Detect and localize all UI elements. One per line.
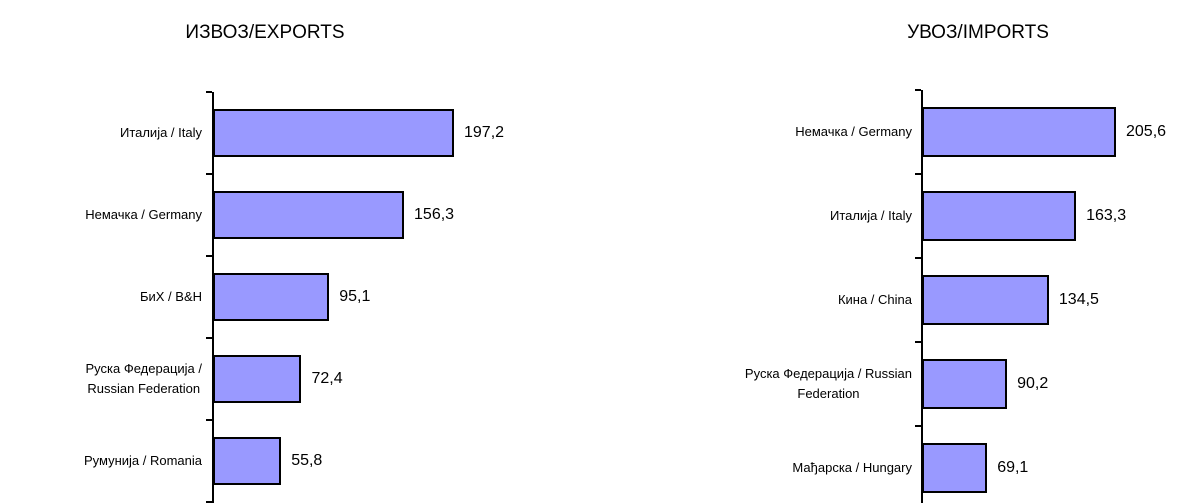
tick-mark bbox=[206, 255, 212, 257]
value-label: 69,1 bbox=[997, 459, 1029, 476]
bar bbox=[922, 107, 1116, 157]
category-label: Немачка / Germany bbox=[795, 124, 912, 139]
category-label: Руска Федерација / Russian Federation bbox=[744, 366, 912, 401]
tick-mark bbox=[915, 341, 921, 343]
bar bbox=[213, 191, 405, 239]
tick-mark bbox=[206, 173, 212, 175]
tick-mark bbox=[915, 257, 921, 259]
category-label: БиХ / B&H bbox=[139, 289, 202, 304]
tick-mark bbox=[206, 501, 212, 503]
bar bbox=[213, 355, 302, 403]
tick-mark bbox=[915, 425, 921, 427]
category-label: Италија / Italy bbox=[829, 208, 912, 223]
tick-mark bbox=[206, 91, 212, 93]
chart-title: ИЗВОЗ/EXPORTS bbox=[185, 22, 345, 43]
value-label: 197,2 bbox=[464, 124, 505, 141]
value-label: 156,3 bbox=[414, 206, 455, 223]
bar bbox=[922, 443, 988, 493]
bar bbox=[213, 273, 330, 321]
value-label: 90,2 bbox=[1017, 375, 1049, 392]
bar bbox=[922, 191, 1077, 241]
bar bbox=[922, 359, 1008, 409]
bar bbox=[213, 437, 282, 485]
tick-mark bbox=[206, 337, 212, 339]
category-label: Мађарска / Hungary bbox=[792, 460, 912, 475]
category-label: Румунија / Romania bbox=[83, 453, 202, 468]
category-label: Кина / China bbox=[837, 292, 912, 307]
category-label: Немачка / Germany bbox=[85, 207, 202, 222]
bar bbox=[213, 109, 454, 157]
value-label: 205,6 bbox=[1126, 123, 1167, 140]
tick-mark bbox=[915, 173, 921, 175]
bar bbox=[922, 275, 1049, 325]
value-label: 95,1 bbox=[339, 288, 371, 305]
value-label: 163,3 bbox=[1086, 207, 1127, 224]
chart-title: УВОЗ/IMPORTS bbox=[907, 22, 1049, 43]
value-label: 134,5 bbox=[1058, 291, 1099, 308]
category-label: Италија / Italy bbox=[119, 125, 202, 140]
tick-mark bbox=[206, 419, 212, 421]
category-label: Руска Федерација / Russian Federation bbox=[85, 361, 203, 396]
value-label: 55,8 bbox=[291, 452, 323, 469]
tick-mark bbox=[915, 89, 921, 91]
value-label: 72,4 bbox=[311, 370, 343, 387]
